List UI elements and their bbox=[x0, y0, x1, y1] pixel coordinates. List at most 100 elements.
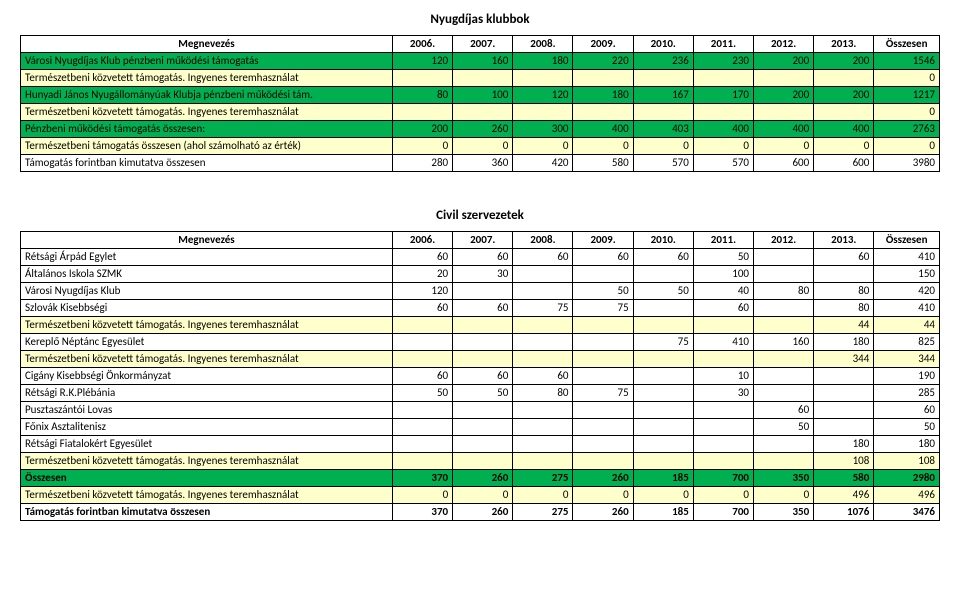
cell-value: 60 bbox=[453, 249, 513, 266]
cell-value: 200 bbox=[754, 53, 814, 70]
cell-value bbox=[453, 453, 513, 470]
cell-value bbox=[693, 453, 753, 470]
cell-value: 230 bbox=[693, 53, 753, 70]
cell-value: 0 bbox=[874, 70, 940, 87]
cell-value: 700 bbox=[693, 504, 753, 521]
table-row: Természetbeni közvetett támogatás. Ingye… bbox=[21, 317, 940, 334]
cell-value: 108 bbox=[874, 453, 940, 470]
table-section2: Megnevezés2006.2007.2008.2009.2010.2011.… bbox=[20, 231, 940, 521]
cell-value bbox=[453, 334, 513, 351]
cell-value: 180 bbox=[874, 436, 940, 453]
cell-value: 30 bbox=[693, 385, 753, 402]
cell-value bbox=[573, 266, 633, 283]
cell-value: 600 bbox=[754, 155, 814, 172]
cell-value: 185 bbox=[633, 504, 693, 521]
table-row: Kereplő Néptánc Egyesület75410160180825 bbox=[21, 334, 940, 351]
cell-value bbox=[392, 334, 452, 351]
row-label: Cigány Kisebbségi Önkormányzat bbox=[21, 368, 393, 385]
row-label: Természetbeni közvetett támogatás. Ingye… bbox=[21, 487, 393, 504]
cell-value bbox=[573, 104, 633, 121]
table-row: Pusztaszántói Lovas6060 bbox=[21, 402, 940, 419]
cell-value: 200 bbox=[814, 53, 874, 70]
cell-value bbox=[814, 368, 874, 385]
cell-value bbox=[814, 385, 874, 402]
cell-value bbox=[392, 104, 452, 121]
cell-value: 410 bbox=[874, 249, 940, 266]
cell-value: 420 bbox=[513, 155, 573, 172]
cell-value bbox=[633, 266, 693, 283]
table-row: Rétsági R.K.Plébánia5050807530285 bbox=[21, 385, 940, 402]
cell-value bbox=[633, 300, 693, 317]
cell-value: 10 bbox=[693, 368, 753, 385]
cell-value: 350 bbox=[754, 470, 814, 487]
cell-value: 260 bbox=[453, 504, 513, 521]
cell-value: 0 bbox=[874, 138, 940, 155]
cell-value bbox=[453, 436, 513, 453]
cell-value: 410 bbox=[874, 300, 940, 317]
table-row: Rétsági Fiatalokért Egyesület180180 bbox=[21, 436, 940, 453]
cell-value: 180 bbox=[814, 334, 874, 351]
cell-value bbox=[633, 368, 693, 385]
cell-value: 60 bbox=[392, 300, 452, 317]
cell-value bbox=[693, 70, 753, 87]
col-header-2013: 2013. bbox=[814, 36, 874, 53]
cell-value: 160 bbox=[453, 53, 513, 70]
cell-value: 260 bbox=[453, 121, 513, 138]
col-header-2008: 2008. bbox=[513, 232, 573, 249]
cell-value bbox=[392, 70, 452, 87]
col-header-2009: 2009. bbox=[573, 36, 633, 53]
cell-value: 60 bbox=[814, 249, 874, 266]
cell-value: 3980 bbox=[874, 155, 940, 172]
cell-value: 0 bbox=[693, 138, 753, 155]
cell-value: 420 bbox=[874, 283, 940, 300]
cell-value: 400 bbox=[573, 121, 633, 138]
cell-value: 60 bbox=[754, 402, 814, 419]
cell-value: 0 bbox=[392, 487, 452, 504]
cell-value: 0 bbox=[814, 138, 874, 155]
cell-value bbox=[754, 266, 814, 283]
cell-value: 80 bbox=[392, 87, 452, 104]
cell-value bbox=[392, 453, 452, 470]
cell-value: 120 bbox=[392, 283, 452, 300]
cell-value bbox=[513, 334, 573, 351]
cell-value: 570 bbox=[633, 155, 693, 172]
cell-value bbox=[513, 70, 573, 87]
row-label: Összesen bbox=[21, 470, 393, 487]
table-section1: Megnevezés2006.2007.2008.2009.2010.2011.… bbox=[20, 35, 940, 172]
cell-value: 170 bbox=[693, 87, 753, 104]
cell-value: 280 bbox=[392, 155, 452, 172]
table-row: Természetbeni közvetett támogatás. Ingye… bbox=[21, 70, 940, 87]
cell-value: 410 bbox=[693, 334, 753, 351]
cell-value: 60 bbox=[573, 249, 633, 266]
cell-value: 0 bbox=[633, 138, 693, 155]
cell-value: 2763 bbox=[874, 121, 940, 138]
cell-value: 180 bbox=[513, 53, 573, 70]
cell-value: 344 bbox=[814, 351, 874, 368]
cell-value bbox=[453, 70, 513, 87]
cell-value: 370 bbox=[392, 504, 452, 521]
section1-title: Nyugdíjas klubbok bbox=[20, 12, 940, 27]
cell-value: 44 bbox=[814, 317, 874, 334]
cell-value bbox=[513, 283, 573, 300]
cell-value bbox=[573, 70, 633, 87]
cell-value: 120 bbox=[513, 87, 573, 104]
table-row: Természetbeni közvetett támogatás. Ingye… bbox=[21, 104, 940, 121]
cell-value: 344 bbox=[874, 351, 940, 368]
row-label: Támogatás forintban kimutatva összesen bbox=[21, 155, 393, 172]
cell-value: 403 bbox=[633, 121, 693, 138]
cell-value: 580 bbox=[573, 155, 633, 172]
table-row: Szlovák Kisebbségi606075756080410 bbox=[21, 300, 940, 317]
cell-value bbox=[693, 351, 753, 368]
table-row: Általános Iskola SZMK2030100150 bbox=[21, 266, 940, 283]
cell-value bbox=[754, 436, 814, 453]
table-row: Főnix Asztalitenisz5050 bbox=[21, 419, 940, 436]
cell-value: 570 bbox=[693, 155, 753, 172]
cell-value: 496 bbox=[814, 487, 874, 504]
cell-value: 60 bbox=[453, 368, 513, 385]
row-label: Főnix Asztalitenisz bbox=[21, 419, 393, 436]
cell-value bbox=[633, 351, 693, 368]
col-header-Összesen: Összesen bbox=[874, 36, 940, 53]
row-label: Pusztaszántói Lovas bbox=[21, 402, 393, 419]
cell-value bbox=[633, 385, 693, 402]
cell-value: 167 bbox=[633, 87, 693, 104]
